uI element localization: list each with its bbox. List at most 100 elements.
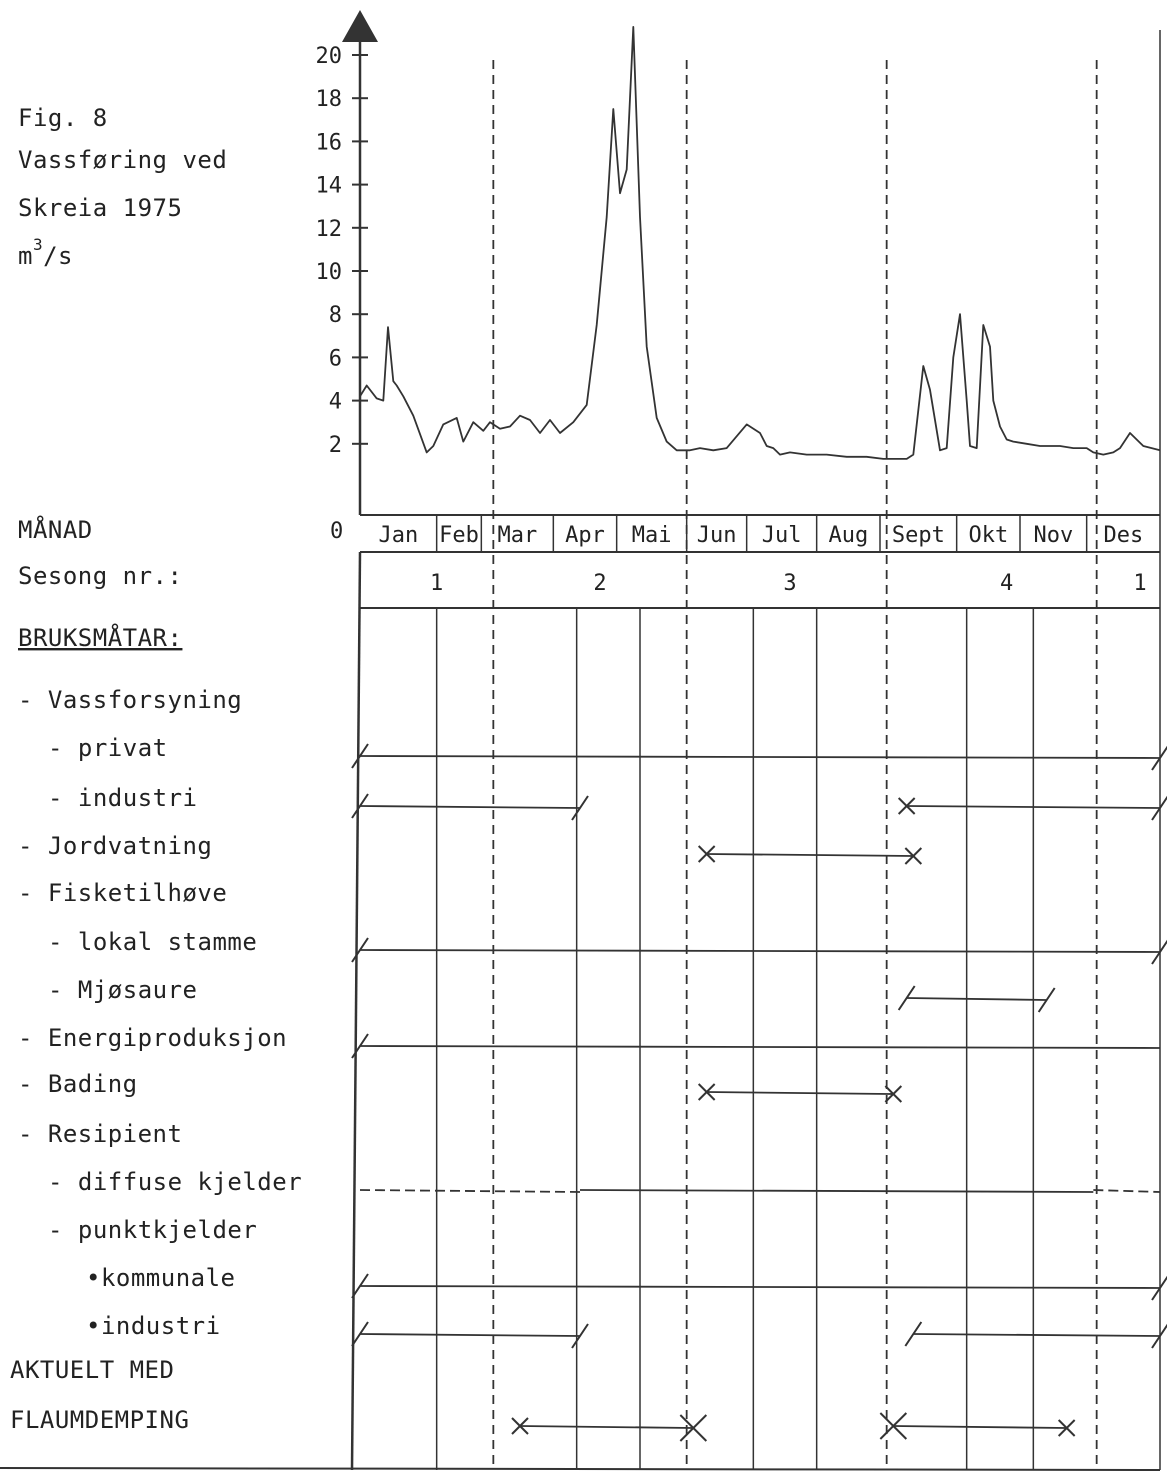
cross-marker — [879, 1412, 908, 1440]
usage-rows: - Vassforsyning - privat - industri - Jordv… — [18, 686, 1167, 1349]
usage-row: - Mjøsaure — [48, 976, 1056, 1013]
y-axis: 20 18 16 14 12 10 8 6 4 2 — [316, 10, 378, 515]
usage-period-bar — [1093, 1189, 1161, 1193]
y-tick-label: 8 — [329, 303, 342, 328]
cross-marker — [1057, 1419, 1076, 1437]
usage-period-bar — [906, 805, 1161, 809]
usage-period-bar — [519, 1425, 694, 1429]
usage-row: - industri — [48, 784, 1167, 821]
usage-row-label: - lokal stamme — [48, 928, 257, 956]
season-number: 3 — [783, 571, 796, 596]
usage-row-label: - Jordvatning — [18, 832, 212, 860]
month-label: Feb — [439, 523, 479, 548]
bottom-baseline — [0, 1467, 1161, 1471]
figure-number: Fig. 8 — [18, 104, 108, 132]
usage-row: - Jordvatning — [18, 832, 923, 865]
unit-exponent: 3 — [33, 235, 43, 254]
usage-row: - Energiproduksjon — [18, 1024, 1161, 1059]
month-cells: Jan Feb Mar Apr Mai Jun Jul Aug Sept Okt Nov Des — [378, 515, 1143, 552]
flood-label-line-2: FLAUMDEMPING — [10, 1406, 189, 1434]
month-row-label: MÅNAD — [18, 515, 93, 544]
season-cells: 1 2 3 4 1 — [430, 571, 1147, 596]
month-label: Jul — [762, 523, 802, 548]
cross-marker — [897, 797, 916, 815]
month-label: Des — [1103, 523, 1143, 548]
usage-period-bar — [359, 805, 581, 809]
cross-marker — [679, 1414, 708, 1442]
slash-marker — [1151, 1275, 1167, 1301]
month-grid-lines — [435, 30, 1161, 1470]
hydrograph — [359, 26, 1161, 460]
slash-marker — [1151, 745, 1167, 771]
usage-row-label: - privat — [48, 734, 168, 762]
usage-period-bar — [913, 1333, 1161, 1337]
usage-row-label: - diffuse kjelder — [48, 1168, 302, 1196]
usage-row-label: - industri — [48, 784, 198, 812]
y-axis-unit: m3/s — [18, 235, 73, 270]
figure-title-block: Fig. 8 Vassføring ved Skreia 1975 m3/s — [18, 104, 227, 270]
y-axis-arrow-icon — [342, 10, 378, 42]
month-label: Jun — [697, 523, 737, 548]
usage-period-bar — [906, 997, 1047, 1001]
slash-marker — [351, 1033, 369, 1059]
unit-base: m — [18, 242, 33, 270]
usage-period-bar — [359, 1045, 1161, 1049]
slash-marker — [351, 1273, 369, 1299]
month-label: Mar — [497, 523, 537, 548]
slash-marker — [1151, 1323, 1167, 1349]
usage-row: - punktkjelder — [48, 1216, 257, 1244]
usage-row: - Fisketilhøve — [18, 879, 227, 907]
month-label: Mai — [632, 523, 672, 548]
slash-marker — [904, 1321, 923, 1347]
y-tick-label: 6 — [329, 346, 342, 371]
slash-marker — [897, 985, 916, 1011]
month-label: Jan — [378, 523, 418, 548]
y-tick-label: 12 — [316, 217, 343, 242]
usage-row: - diffuse kjelder — [48, 1168, 1161, 1196]
y-tick-label: 14 — [316, 174, 343, 199]
slash-marker — [351, 1321, 369, 1347]
unit-tail: /s — [43, 242, 73, 270]
month-label: Apr — [565, 523, 605, 548]
slash-marker — [351, 743, 369, 769]
usage-period-bar — [706, 1091, 894, 1095]
flood-label-line-1: AKTUELT MED — [10, 1356, 174, 1384]
y-tick-label: 20 — [316, 44, 343, 69]
usage-row: •industri — [86, 1312, 1167, 1349]
usage-period-bar — [359, 1189, 581, 1193]
usage-row-label: •kommunale — [86, 1264, 236, 1292]
figure-title-line-2: Skreia 1975 — [18, 194, 182, 222]
discharge-line — [359, 26, 1161, 460]
usage-row: - privat — [48, 734, 1167, 771]
y-tick-label: 2 — [329, 433, 342, 458]
slash-marker — [1151, 939, 1167, 965]
usage-row-label: - Energiproduksjon — [18, 1024, 287, 1052]
season-number: 1 — [430, 571, 443, 596]
usage-row-label: - Bading — [18, 1070, 138, 1098]
flood-bars — [511, 1412, 1076, 1442]
usage-row-label: - Mjøsaure — [48, 976, 198, 1004]
usage-row-label: - Fisketilhøve — [18, 879, 227, 907]
usage-period-bar — [359, 1333, 581, 1337]
cross-marker — [697, 1083, 716, 1101]
usage-period-bar — [579, 1189, 1094, 1193]
usage-period-bar — [359, 1285, 1161, 1289]
figure-title-line-1: Vassføring ved — [18, 146, 227, 174]
usage-row: •kommunale — [86, 1264, 1167, 1301]
slash-marker — [571, 795, 589, 821]
usage-row-label: - Vassforsyning — [18, 686, 242, 714]
uses-heading: BRUKSMÅTAR: — [18, 623, 182, 652]
usage-row-label: - Resipient — [18, 1120, 182, 1148]
y-tick-label: 10 — [316, 260, 343, 285]
season-number: 2 — [593, 571, 606, 596]
month-label: Nov — [1033, 523, 1073, 548]
y-tick-label: 4 — [329, 390, 342, 415]
usage-row: - Vassforsyning — [18, 686, 242, 714]
month-table: Jan Feb Mar Apr Mai Jun Jul Aug Sept Okt Nov Des 1 2… — [360, 514, 1160, 609]
y-ticks: 20 18 16 14 12 10 8 6 4 2 — [316, 44, 368, 458]
cross-marker — [904, 847, 923, 865]
slash-marker — [1037, 987, 1056, 1013]
usage-left-axis — [350, 551, 362, 1471]
slash-marker — [351, 937, 369, 963]
